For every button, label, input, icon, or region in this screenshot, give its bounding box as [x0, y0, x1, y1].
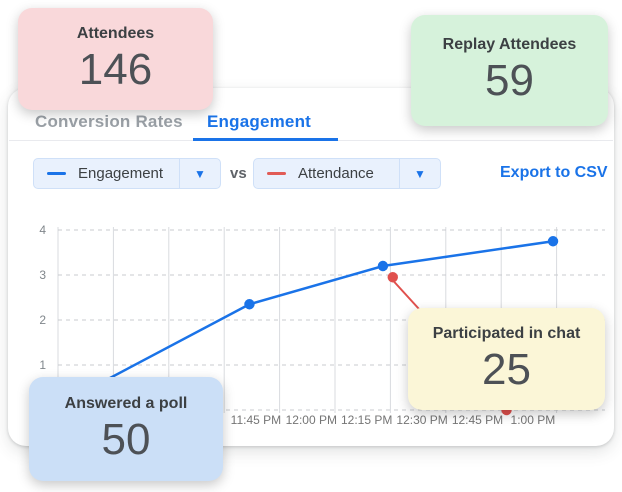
engagement-line: [56, 240, 555, 407]
tab-conversion-rates[interactable]: Conversion Rates: [35, 112, 183, 131]
attendance-series-label: Attendance: [298, 165, 374, 182]
engagement-point[interactable]: [377, 260, 389, 272]
x-axis-tick-label: 1:00 PM: [511, 413, 556, 427]
attendance-series-dropdown[interactable]: Attendance ▼: [253, 158, 441, 189]
answered-poll-value: 50: [101, 414, 151, 464]
engagement-point[interactable]: [244, 299, 255, 310]
attendees-card: Attendees 146: [18, 8, 213, 110]
replay-attendees-value: 59: [485, 56, 534, 106]
chevron-down-icon[interactable]: ▼: [414, 166, 426, 181]
attendance-point[interactable]: [387, 272, 398, 283]
active-tab-underline: [193, 138, 338, 141]
callout-connector-line: [392, 279, 420, 310]
engagement-series-label: Engagement: [78, 165, 164, 182]
export-to-csv-link[interactable]: Export to CSV: [500, 164, 608, 181]
answered-poll-callout: Answered a poll 50: [29, 377, 223, 481]
engagement-series-dash-icon: [47, 172, 66, 175]
dropdown-divider: [179, 159, 180, 188]
y-axis-tick-label: 3: [39, 268, 46, 282]
x-axis-tick-label: 12:30 PM: [396, 413, 447, 427]
participated-chat-label: Participated in chat: [432, 324, 581, 342]
vs-label: vs: [230, 165, 247, 182]
x-axis-tick-label: 12:45 PM: [452, 413, 503, 427]
attendees-value: 146: [78, 44, 153, 94]
attendance-series-dash-icon: [267, 172, 286, 175]
participated-chat-callout: Participated in chat 25: [408, 308, 605, 410]
x-axis-tick-label: 11:45 PM: [231, 413, 281, 427]
answered-poll-label: Answered a poll: [64, 394, 188, 412]
replay-attendees-card: Replay Attendees 59: [411, 15, 608, 126]
x-axis-tick-label: 12:15 PM: [341, 413, 392, 427]
y-axis-tick-label: 1: [39, 358, 46, 372]
chevron-down-icon[interactable]: ▼: [194, 166, 206, 181]
replay-attendees-label: Replay Attendees: [442, 36, 577, 54]
x-axis-tick-label: 12:00 PM: [286, 413, 337, 427]
attendees-label: Attendees: [76, 24, 155, 42]
participated-chat-value: 25: [482, 344, 531, 394]
dropdown-divider: [399, 159, 400, 188]
tab-engagement[interactable]: Engagement: [207, 112, 312, 131]
engagement-series-dropdown[interactable]: Engagement ▼: [33, 158, 221, 189]
engagement-point[interactable]: [547, 236, 559, 247]
y-axis-tick-label: 2: [39, 313, 46, 327]
y-axis-tick-label: 4: [39, 223, 46, 237]
